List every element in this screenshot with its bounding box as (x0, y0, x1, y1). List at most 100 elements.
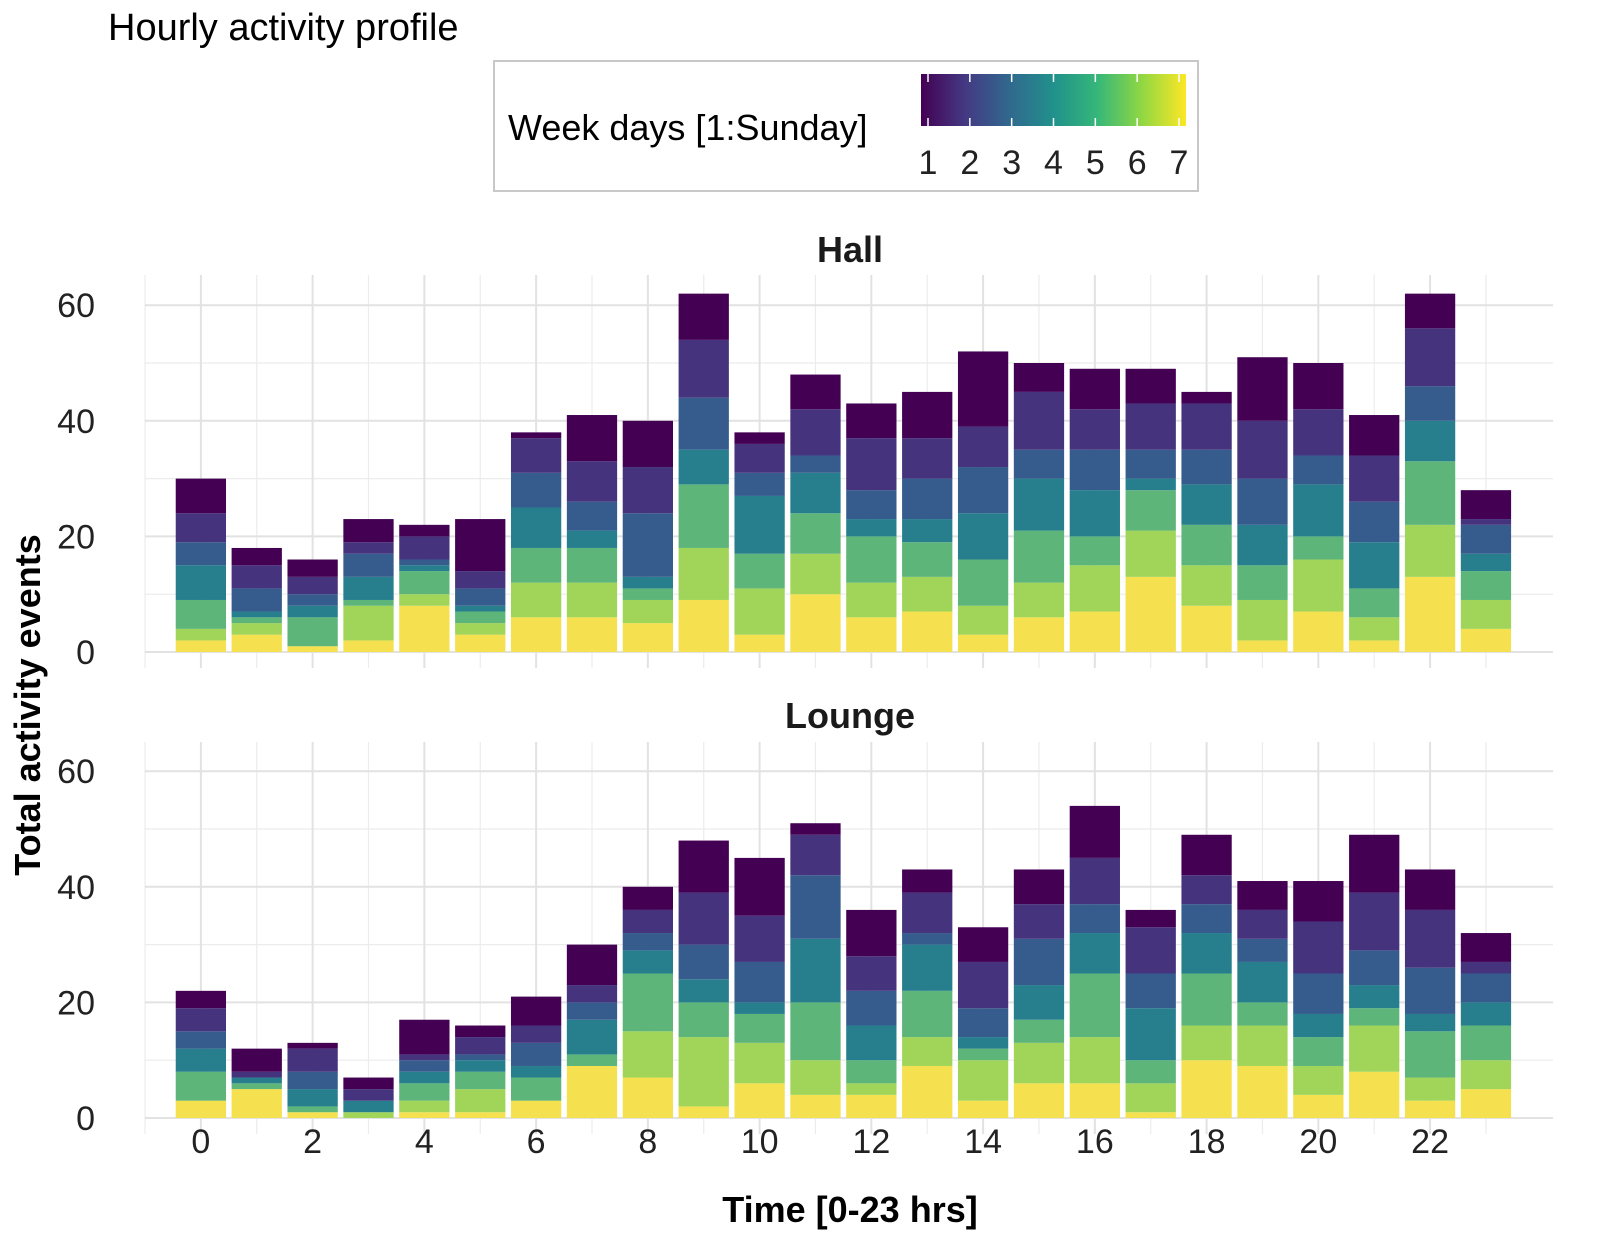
bar-segment-lounge-h19-day1 (1237, 881, 1288, 910)
bar-segment-hall-h21-day1 (1349, 415, 1400, 456)
bar-segment-hall-h17-day7 (1125, 576, 1176, 652)
bar-segment-hall-h12-day5 (846, 536, 897, 583)
bar-segment-hall-h10-day1 (734, 432, 785, 444)
bar-segment-lounge-h10-day6 (734, 1042, 785, 1084)
bar-segment-lounge-h2-day4 (287, 1089, 338, 1107)
bar-segment-hall-h16-day4 (1069, 490, 1120, 537)
x-tick-label: 4 (415, 1123, 434, 1161)
bar-segment-hall-h10-day5 (734, 553, 785, 589)
bar-segment-lounge-h23-day6 (1460, 1060, 1512, 1090)
bar-segment-hall-h5-day6 (455, 623, 506, 635)
bar-segment-hall-h0-day2 (175, 513, 227, 543)
bar-segment-lounge-h23-day1 (1460, 933, 1512, 962)
bar-segment-hall-h1-day7 (231, 634, 282, 652)
bar-segment-lounge-h21-day3 (1349, 950, 1400, 986)
bar-segment-hall-h11-day4 (790, 472, 841, 514)
bar-segment-lounge-h5-day4 (455, 1060, 506, 1072)
x-tick-label: 6 (527, 1123, 546, 1161)
bar-segment-hall-h0-day6 (175, 628, 227, 641)
bar-segment-lounge-h6-day3 (510, 1042, 562, 1066)
bar-segment-lounge-h13-day4 (902, 944, 953, 991)
y-tick-label: 40 (57, 869, 95, 907)
bar-segment-lounge-h3-day6 (343, 1112, 394, 1118)
bar-segment-hall-h20-day7 (1293, 611, 1344, 652)
bar-segment-lounge-h23-day2 (1460, 961, 1512, 974)
bar-segment-lounge-h7-day4 (566, 1019, 618, 1055)
bar-segment-lounge-h9-day4 (678, 979, 729, 1003)
bar-segment-hall-h14-day3 (957, 467, 1009, 514)
bar-segment-lounge-h23-day5 (1460, 1025, 1512, 1061)
x-tick-label: 12 (852, 1123, 890, 1161)
bar-segment-lounge-h18-day2 (1181, 875, 1232, 905)
x-axis-title: Time [0-23 hrs] (722, 1189, 977, 1230)
bar-segment-lounge-h21-day2 (1349, 892, 1400, 951)
bar-segment-hall-h15-day5 (1013, 530, 1065, 583)
bar-segment-hall-h5-day7 (455, 634, 506, 652)
y-axis-title: Total activity events (7, 534, 48, 875)
bar-segment-lounge-h18-day6 (1181, 1025, 1232, 1061)
bar-segment-lounge-h11-day1 (790, 823, 841, 835)
facet-label: Hall (817, 229, 883, 270)
bar-segment-lounge-h12-day6 (846, 1083, 897, 1095)
bar-segment-lounge-h15-day1 (1013, 869, 1065, 905)
bar-segment-hall-h21-day5 (1349, 588, 1400, 618)
bar-segment-lounge-h0-day5 (175, 1071, 227, 1101)
bar-segment-lounge-h16-day5 (1069, 973, 1120, 1038)
bar-segment-hall-h13-day6 (902, 576, 953, 612)
bar-segment-lounge-h10-day5 (734, 1013, 785, 1043)
bar-segment-lounge-h9-day2 (678, 892, 729, 945)
bar-segment-hall-h6-day5 (510, 547, 562, 583)
bar-segment-hall-h12-day2 (846, 438, 897, 491)
bar-segment-lounge-h20-day6 (1293, 1065, 1344, 1095)
bar-segment-lounge-h13-day5 (902, 990, 953, 1038)
bar-segment-hall-h5-day1 (455, 519, 506, 572)
bar-segment-lounge-h11-day6 (790, 1060, 841, 1095)
x-tick-label: 22 (1411, 1123, 1449, 1161)
bar-segment-hall-h11-day6 (790, 553, 841, 595)
bar-segment-hall-h14-day5 (957, 559, 1009, 606)
bar-segment-hall-h5-day3 (455, 588, 506, 606)
bar-segment-lounge-h5-day5 (455, 1071, 506, 1090)
bar-segment-hall-h20-day2 (1293, 409, 1344, 456)
bar-segment-hall-h19-day1 (1237, 357, 1288, 421)
chart-title: Hourly activity profile (108, 7, 459, 49)
bar-segment-hall-h15-day3 (1013, 449, 1065, 479)
bar-segment-hall-h14-day1 (957, 351, 1009, 427)
bar-segment-lounge-h17-day5 (1125, 1060, 1176, 1084)
bar-segment-hall-h2-day2 (287, 576, 338, 595)
bar-segment-lounge-h22-day6 (1404, 1077, 1456, 1101)
x-tick-label: 8 (638, 1123, 657, 1161)
bar-segment-lounge-h21-day5 (1349, 1008, 1400, 1026)
bar-segment-lounge-h19-day3 (1237, 938, 1288, 962)
bar-segment-hall-h8-day5 (622, 588, 673, 600)
bar-segment-hall-h20-day3 (1293, 455, 1344, 485)
legend-label: 4 (1044, 144, 1063, 182)
bar-segment-lounge-h9-day5 (678, 1002, 729, 1038)
bar-segment-lounge-h10-day3 (734, 961, 785, 1003)
bar-segment-hall-h13-day5 (902, 542, 953, 577)
bar-segment-hall-h14-day6 (957, 605, 1009, 635)
bar-segment-hall-h16-day7 (1069, 611, 1120, 652)
bar-segment-lounge-h19-day2 (1237, 909, 1288, 939)
bar-segment-hall-h15-day1 (1013, 363, 1065, 392)
bar-segment-lounge-h15-day2 (1013, 904, 1065, 939)
bar-segment-lounge-h23-day3 (1460, 973, 1512, 1003)
bar-segment-lounge-h15-day4 (1013, 985, 1065, 1020)
bar-segment-lounge-h13-day3 (902, 933, 953, 945)
bar-segment-hall-h4-day3 (399, 559, 450, 566)
bar-segment-hall-h21-day3 (1349, 501, 1400, 543)
bar-segment-hall-h6-day3 (510, 472, 562, 508)
bar-segment-hall-h17-day1 (1125, 368, 1176, 404)
bar-segment-hall-h6-day2 (510, 438, 562, 473)
bar-segment-lounge-h7-day2 (566, 985, 618, 1003)
bar-segment-hall-h4-day4 (399, 565, 450, 572)
bar-segment-lounge-h14-day3 (957, 1008, 1009, 1038)
y-tick-label: 60 (57, 287, 95, 325)
bar-segment-hall-h9-day1 (678, 293, 729, 340)
bar-segment-lounge-h6-day4 (510, 1065, 562, 1078)
bar-segment-hall-h22-day2 (1404, 328, 1456, 387)
x-tick-label: 18 (1188, 1123, 1226, 1161)
bar-segment-lounge-h1-day5 (231, 1083, 282, 1090)
bar-segment-hall-h7-day4 (566, 530, 618, 548)
bar-segment-hall-h1-day3 (231, 588, 282, 612)
